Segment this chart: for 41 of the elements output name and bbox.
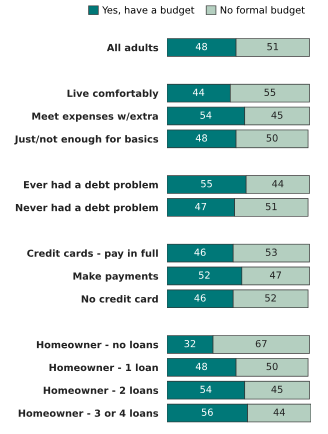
y-tick-label: No credit card: [82, 295, 158, 303]
legend-label: No formal budget: [220, 6, 305, 16]
data-label: 32: [184, 340, 196, 348]
data-label: 48: [196, 362, 208, 370]
data-label: 45: [271, 386, 282, 393]
data-label: 56: [202, 408, 213, 416]
y-tick-label: Homeowner - 3 or 4 loans: [18, 409, 158, 417]
data-label: 47: [270, 272, 282, 279]
data-label: 50: [266, 362, 278, 370]
data-label: 53: [266, 248, 277, 256]
y-tick-label: Homeowner - 2 loans: [44, 386, 158, 394]
data-label: 55: [201, 180, 212, 188]
data-label: 45: [271, 112, 282, 119]
data-label: 54: [200, 386, 212, 393]
y-tick-label: Homeowner - 1 loan: [50, 364, 158, 372]
y-tick-label: Credit cards - pay in full: [27, 249, 158, 259]
data-label: 47: [195, 202, 206, 210]
y-tick-label: Homeowner - no loans: [36, 340, 158, 348]
data-label: 46: [194, 248, 206, 256]
data-label: 51: [266, 202, 277, 210]
data-label: 67: [256, 340, 267, 348]
y-tick-label: Make payments: [73, 272, 158, 282]
y-tick-label: Just/not enough for basics: [14, 135, 158, 145]
data-label: 52: [198, 271, 210, 279]
data-label: 44: [192, 88, 204, 96]
data-label: 51: [267, 43, 278, 50]
y-tick-label: Live comfortably: [68, 89, 158, 99]
legend-label: Yes, have a budget: [102, 6, 194, 16]
data-label: 52: [265, 294, 276, 302]
data-label: 50: [266, 134, 278, 142]
data-label: 48: [196, 134, 208, 142]
y-tick-label: Meet expenses w/extra: [32, 112, 158, 122]
data-label: 44: [272, 180, 284, 188]
y-tick-label: Ever had a debt problem: [24, 180, 158, 190]
y-tick-label: Never had a debt problem: [16, 204, 158, 214]
data-label: 46: [194, 294, 206, 302]
data-label: 55: [264, 88, 276, 96]
data-label: 48: [196, 42, 208, 50]
data-label: 54: [200, 112, 212, 119]
data-label: 44: [274, 408, 285, 416]
y-tick-label: All adults: [106, 44, 158, 52]
